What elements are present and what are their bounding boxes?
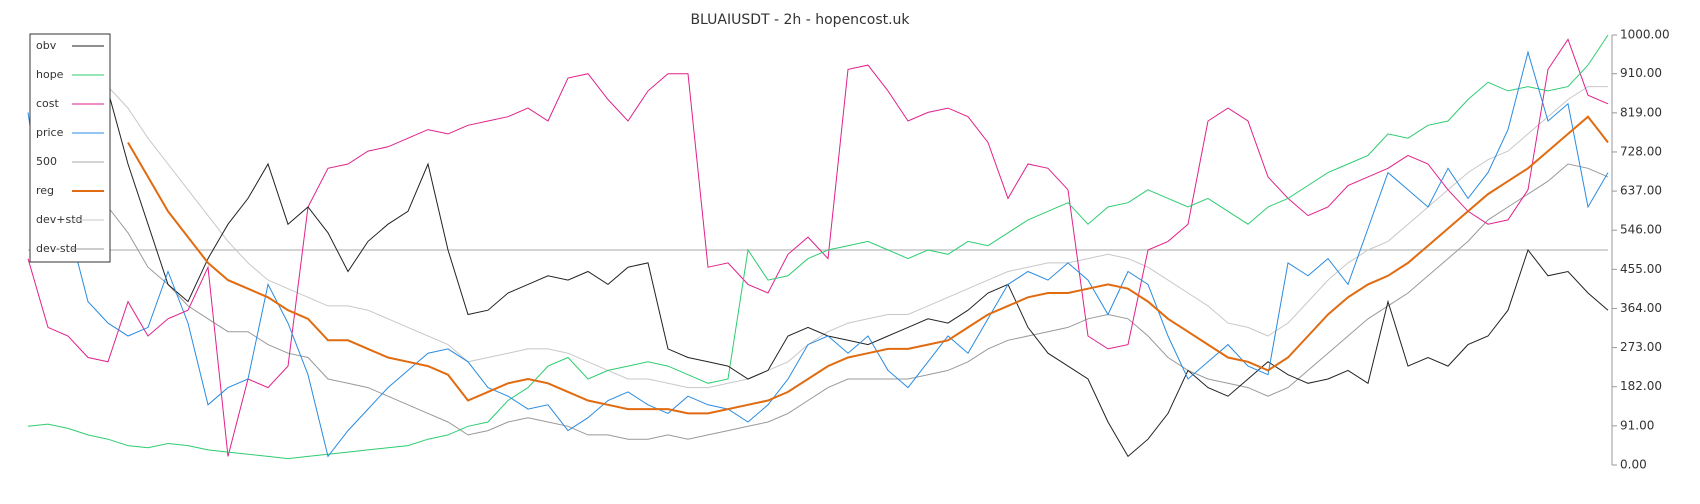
y-tick-label: 273.00 [1620,340,1662,354]
series-line [107,90,1609,458]
chart-title: BLUAIUSDT - 2h - hopencost.uk [690,12,910,28]
series-line [27,50,1609,458]
y-tick-label: 182.00 [1620,379,1662,393]
y-tick-label: 910.00 [1620,66,1662,80]
y-tick-label: 0.00 [1620,458,1647,472]
y-tick-label: 819.00 [1620,105,1662,119]
legend-label: 500 [36,155,57,168]
legend-label: dev-std [36,242,77,255]
y-tick-label: 455.00 [1620,262,1662,276]
y-tick-label: 728.00 [1620,144,1662,158]
series-line [127,115,1609,415]
series-line [107,163,1609,440]
series-line [27,38,1609,457]
y-tick-label: 546.00 [1620,223,1662,237]
legend-label: cost [36,97,60,110]
legend: obv hope cost price 500 reg dev+std dev-std [29,33,111,263]
legend-label: dev+std [36,213,83,226]
legend-label: price [36,126,64,139]
y-tick-label: 637.00 [1620,184,1662,198]
y-tick-label: 1000.00 [1620,28,1670,42]
plot-area [27,34,1609,460]
legend-label: hope [36,68,64,81]
y-tick-label: 91.00 [1620,418,1654,432]
legend-label: reg [36,184,54,197]
legend-box [29,33,111,263]
series-line [27,34,1609,460]
y-tick-label: 364.00 [1620,301,1662,315]
legend-label: obv [36,39,57,52]
